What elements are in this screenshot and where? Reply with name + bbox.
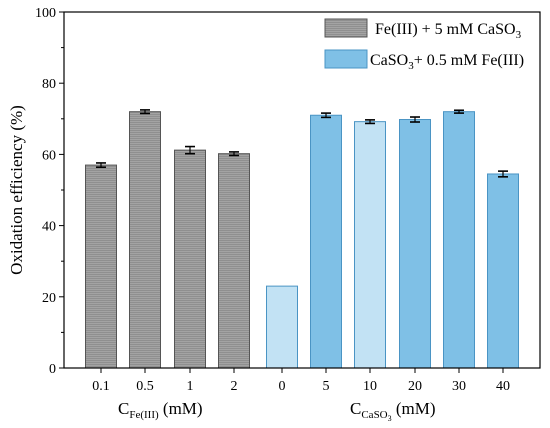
- bars: [85, 111, 519, 369]
- bar-fe-1: [174, 149, 206, 369]
- bar-caso3-5: [310, 114, 342, 369]
- y-axis-title: Oxidation efficiency (%): [7, 105, 26, 275]
- y-tick-label: 80: [42, 77, 56, 92]
- legend-swatch-caso3-series: [324, 49, 368, 69]
- y-tick-label: 20: [42, 291, 56, 306]
- x-tick-label: 0.1: [92, 379, 110, 394]
- y-tick-label: 100: [35, 6, 56, 21]
- bar-fe-2: [218, 153, 250, 369]
- y-ticks: 0 20 40 60 80 100: [35, 6, 64, 377]
- x-tick-label: 1: [187, 379, 194, 394]
- x-axis-group-label-fe: CFe(III) (mM): [118, 399, 203, 421]
- x-axis-group-label-caso3: CCaSO3 (mM): [350, 399, 436, 423]
- x-tick-label: 10: [363, 379, 377, 394]
- legend: Fe(III) + 5 mM CaSO3 CaSO3+ 0.5 mM Fe(II…: [324, 18, 524, 72]
- bar-caso3-40: [487, 173, 519, 369]
- bar-fe-0.1: [85, 164, 117, 369]
- x-tick-label: 5: [323, 379, 330, 394]
- y-tick-label: 0: [49, 362, 56, 377]
- y-tick-label: 40: [42, 220, 56, 235]
- x-tick-label: 30: [452, 379, 466, 394]
- bar-fe-0.5: [129, 111, 161, 369]
- y-tick-label: 60: [42, 148, 56, 163]
- error-bars: [96, 109, 508, 178]
- x-tick-label: 2: [231, 379, 238, 394]
- x-tick-label: 20: [408, 379, 422, 394]
- bar-caso3-0: [266, 285, 298, 369]
- x-tick-label: 0: [279, 379, 286, 394]
- legend-label-fe-series: Fe(III) + 5 mM CaSO3: [375, 21, 522, 41]
- legend-swatch-fe-series: [324, 18, 368, 38]
- bar-caso3-30: [443, 111, 475, 369]
- x-ticks: 0.1 0.5 1 2 0 5 10 20 30 40: [92, 368, 510, 394]
- legend-label-caso3-series: CaSO3+ 0.5 mM Fe(III): [370, 52, 524, 72]
- x-tick-label: 40: [496, 379, 510, 394]
- bar-caso3-10: [354, 121, 386, 369]
- x-tick-label: 0.5: [136, 379, 154, 394]
- bar-caso3-20: [399, 119, 431, 369]
